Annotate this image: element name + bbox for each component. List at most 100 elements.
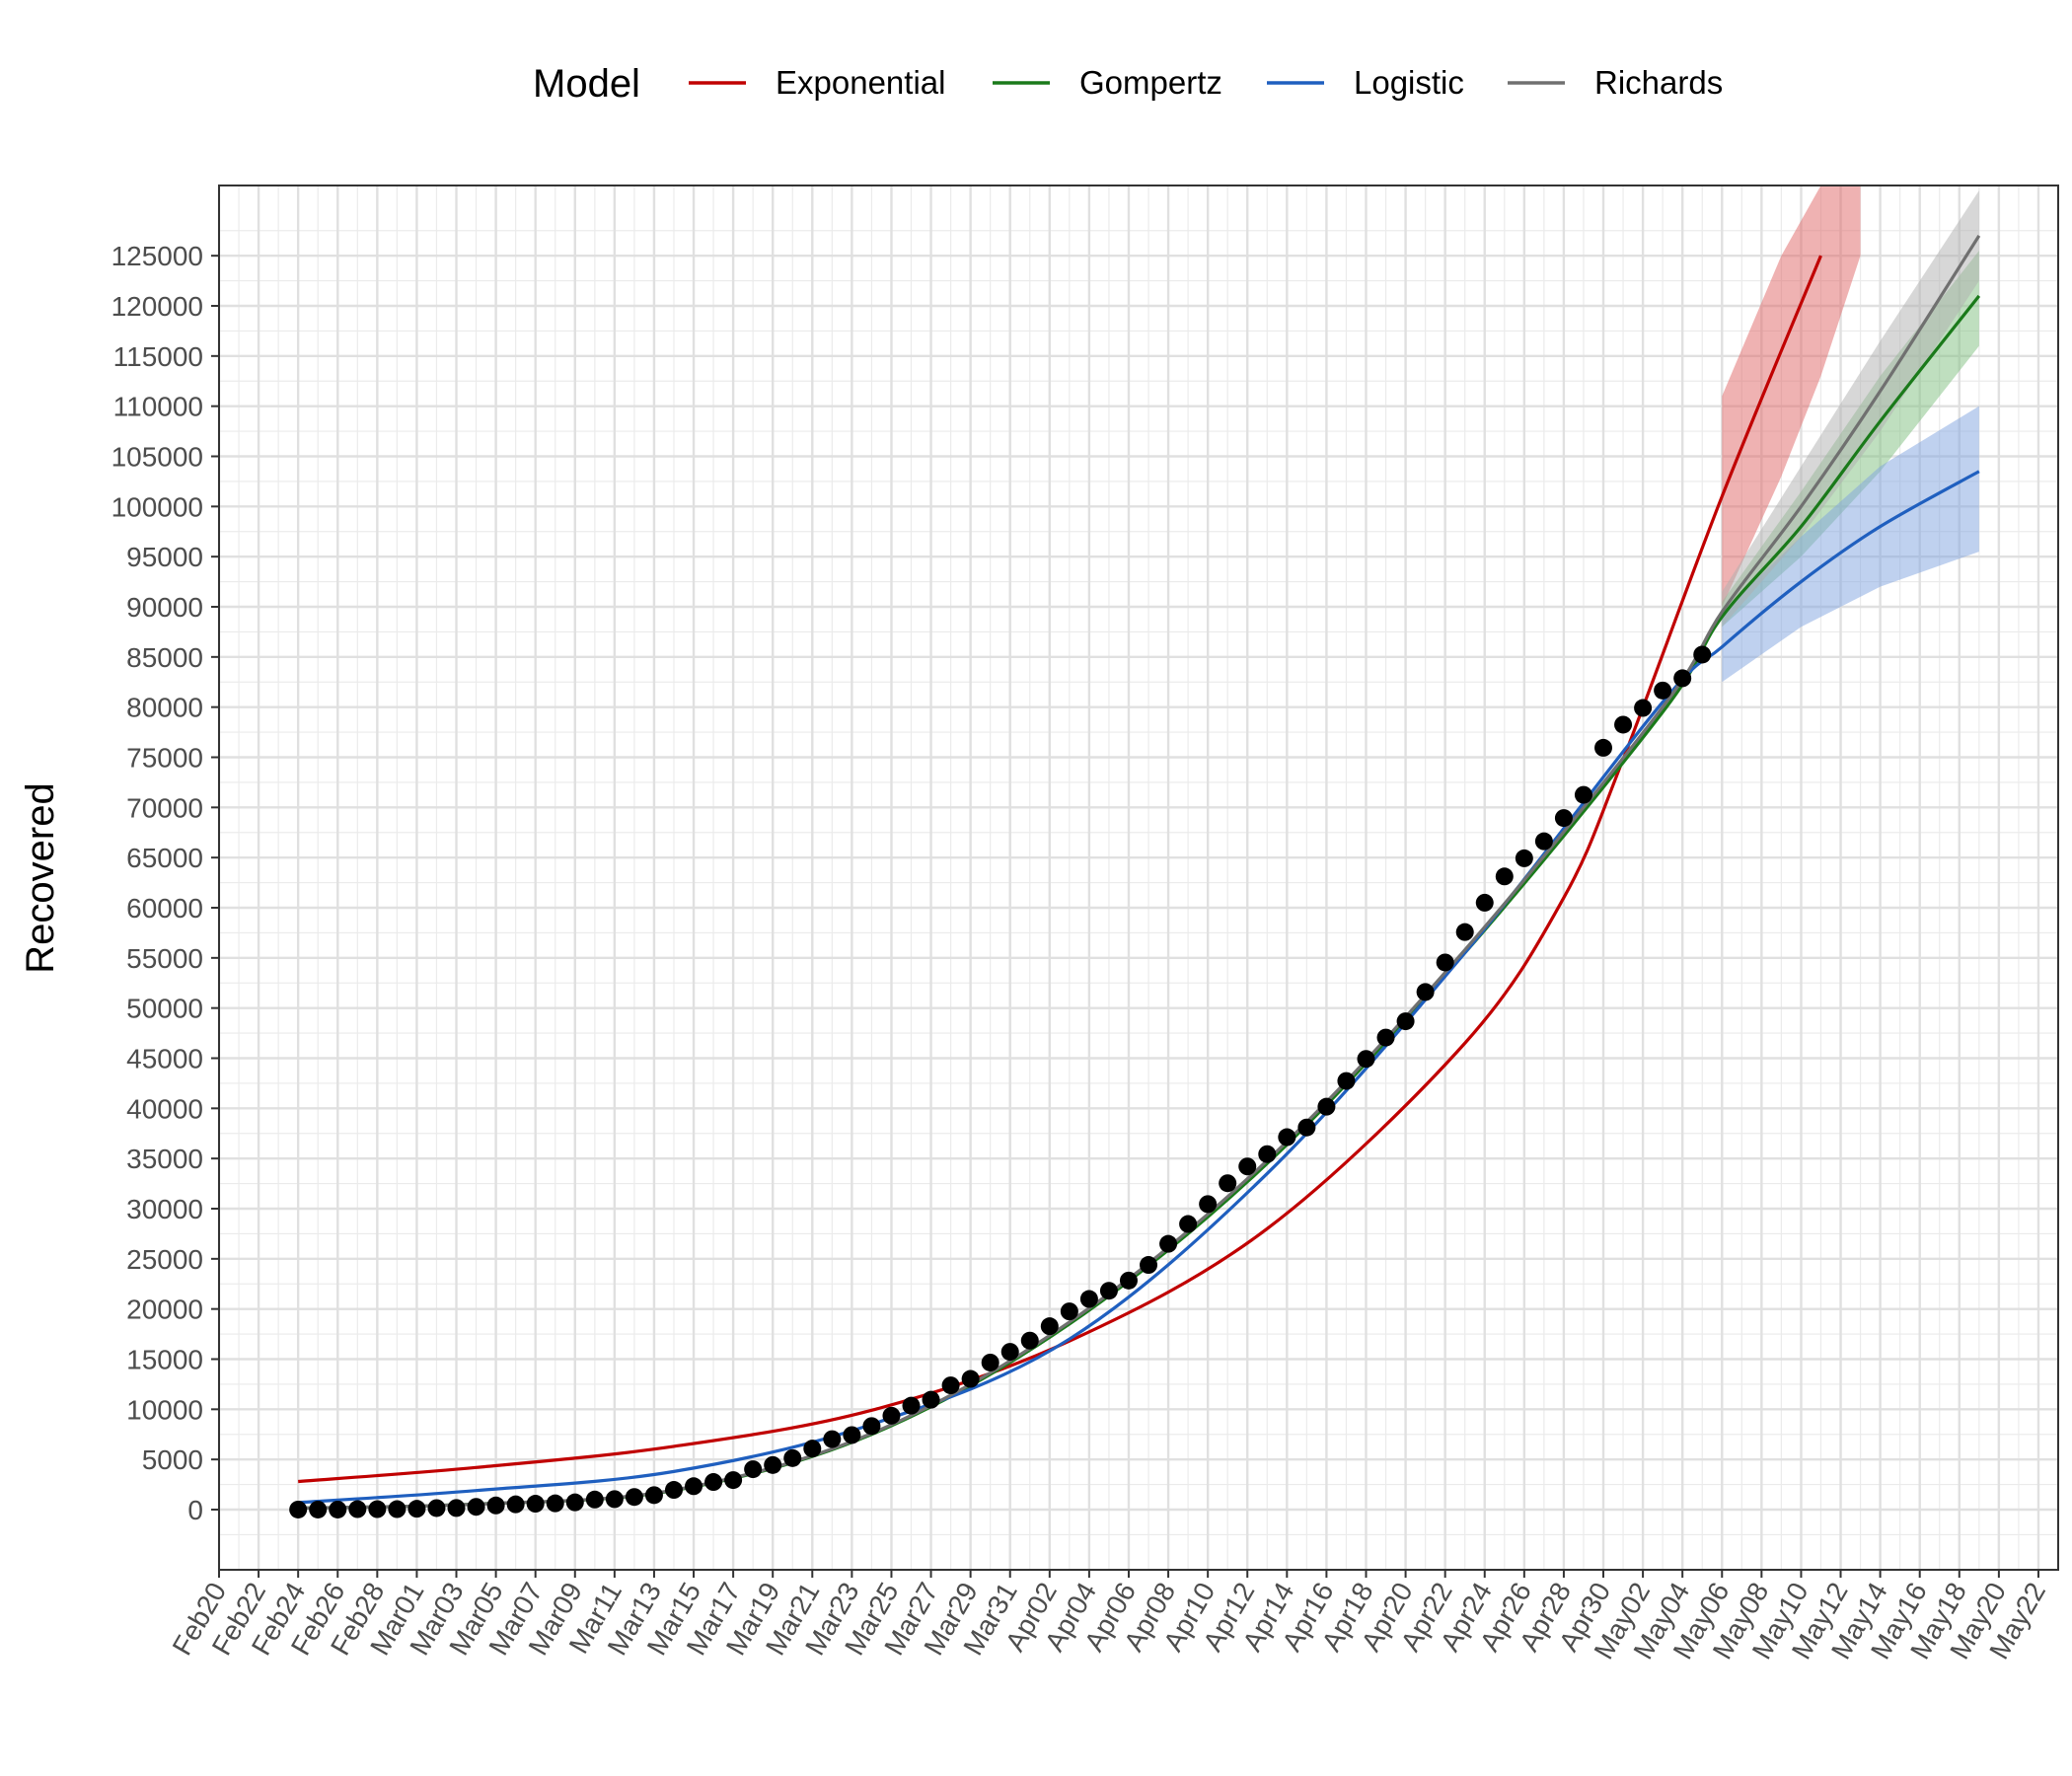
observed-point: [1297, 1118, 1316, 1137]
observed-point: [388, 1500, 407, 1518]
y-tick-label: 5000: [142, 1444, 203, 1475]
observed-point: [526, 1495, 545, 1514]
band-richards: [1722, 190, 1979, 628]
observed-points: [289, 645, 1712, 1518]
y-tick-label: 70000: [126, 792, 203, 823]
y-tick-label: 100000: [111, 491, 203, 522]
y-tick-label: 65000: [126, 843, 203, 873]
observed-point: [1238, 1157, 1257, 1176]
y-tick-label: 55000: [126, 943, 203, 974]
y-tick-label: 105000: [111, 442, 203, 473]
observed-point: [644, 1486, 663, 1505]
y-tick-label: 0: [187, 1495, 203, 1525]
observed-point: [823, 1430, 842, 1448]
observed-point: [764, 1455, 782, 1474]
x-axis: Feb20Feb22Feb24Feb26Feb28Mar01Mar03Mar05…: [167, 1570, 2051, 1665]
plot-frame: [218, 185, 2059, 1571]
observed-point: [309, 1500, 328, 1518]
observed-point: [1040, 1317, 1059, 1336]
y-axis: 0 5000 10000 15000 20000 25000 30000 35000 40000…: [111, 241, 219, 1525]
observed-point: [1594, 738, 1613, 757]
observed-point: [447, 1499, 466, 1517]
observed-point: [1278, 1128, 1296, 1147]
y-tick-label: 15000: [126, 1345, 203, 1375]
observed-point: [1455, 923, 1474, 941]
y-tick-label: 115000: [113, 341, 203, 372]
observed-point: [1515, 849, 1533, 867]
y-tick-label: 85000: [126, 642, 203, 673]
legend-label-gompertz: Gompertz: [1079, 64, 1222, 101]
legend-title: Model: [533, 62, 640, 106]
observed-point: [585, 1490, 604, 1509]
observed-point: [902, 1396, 921, 1415]
confidence-bands: [1722, 185, 1979, 683]
observed-point: [348, 1500, 367, 1518]
y-tick-label: 90000: [126, 592, 203, 623]
observed-point: [1140, 1256, 1158, 1275]
observed-point: [724, 1471, 743, 1490]
y-tick-label: 45000: [126, 1044, 203, 1074]
observed-point: [1436, 953, 1454, 972]
y-tick-label: 25000: [126, 1244, 203, 1275]
observed-point: [1416, 983, 1435, 1001]
y-tick-label: 10000: [126, 1394, 203, 1425]
observed-point: [1199, 1195, 1218, 1214]
observed-point: [1357, 1050, 1375, 1069]
observed-point: [803, 1440, 822, 1458]
observed-point: [1099, 1282, 1118, 1300]
observed-point: [625, 1488, 643, 1507]
observed-point: [1396, 1012, 1415, 1031]
observed-point: [329, 1500, 347, 1518]
observed-point: [744, 1460, 763, 1479]
y-tick-label: 110000: [113, 392, 203, 422]
y-axis-title: Recovered: [19, 782, 62, 973]
observed-point: [368, 1500, 387, 1518]
band-exponential: [1722, 185, 1861, 607]
observed-point: [704, 1473, 723, 1492]
observed-point: [1376, 1028, 1395, 1047]
y-tick-label: 95000: [126, 542, 203, 572]
observed-point: [1000, 1343, 1019, 1362]
observed-point: [1534, 832, 1553, 851]
observed-point: [981, 1353, 999, 1371]
observed-point: [605, 1490, 624, 1509]
observed-point: [1554, 809, 1573, 828]
legend-label-richards: Richards: [1594, 64, 1723, 101]
observed-point: [486, 1496, 505, 1515]
observed-point: [961, 1369, 980, 1388]
observed-point: [289, 1500, 308, 1518]
legend-label-exponential: Exponential: [776, 64, 945, 101]
observed-point: [783, 1448, 802, 1467]
observed-point: [407, 1500, 426, 1518]
observed-point: [1673, 669, 1692, 688]
observed-point: [941, 1376, 960, 1395]
observed-point: [882, 1406, 901, 1425]
legend: Model Exponential Gompertz Logistic Richard…: [533, 62, 1723, 106]
observed-point: [467, 1498, 485, 1517]
legend-label-logistic: Logistic: [1354, 64, 1464, 101]
observed-point: [862, 1417, 881, 1436]
y-tick-label: 80000: [126, 693, 203, 723]
observed-point: [685, 1477, 703, 1496]
y-tick-label: 120000: [111, 291, 203, 322]
observed-point: [1219, 1174, 1237, 1193]
observed-point: [1020, 1331, 1039, 1350]
observed-point: [843, 1426, 861, 1444]
plot-border: [218, 185, 2059, 1571]
observed-point: [1654, 681, 1672, 700]
y-tick-label: 35000: [126, 1144, 203, 1174]
y-tick-label: 50000: [126, 994, 203, 1024]
observed-point: [427, 1499, 446, 1517]
observed-point: [1337, 1072, 1356, 1090]
observed-point: [1258, 1145, 1277, 1163]
y-tick-label: 30000: [126, 1194, 203, 1224]
grid-major: [217, 185, 2058, 1570]
observed-point: [1614, 715, 1633, 734]
y-tick-label: 40000: [126, 1093, 203, 1124]
observed-point: [1317, 1097, 1336, 1116]
line-exponential: [298, 255, 1822, 1484]
observed-point: [1060, 1302, 1078, 1321]
y-tick-label: 125000: [111, 241, 203, 271]
y-tick-label: 60000: [126, 893, 203, 924]
